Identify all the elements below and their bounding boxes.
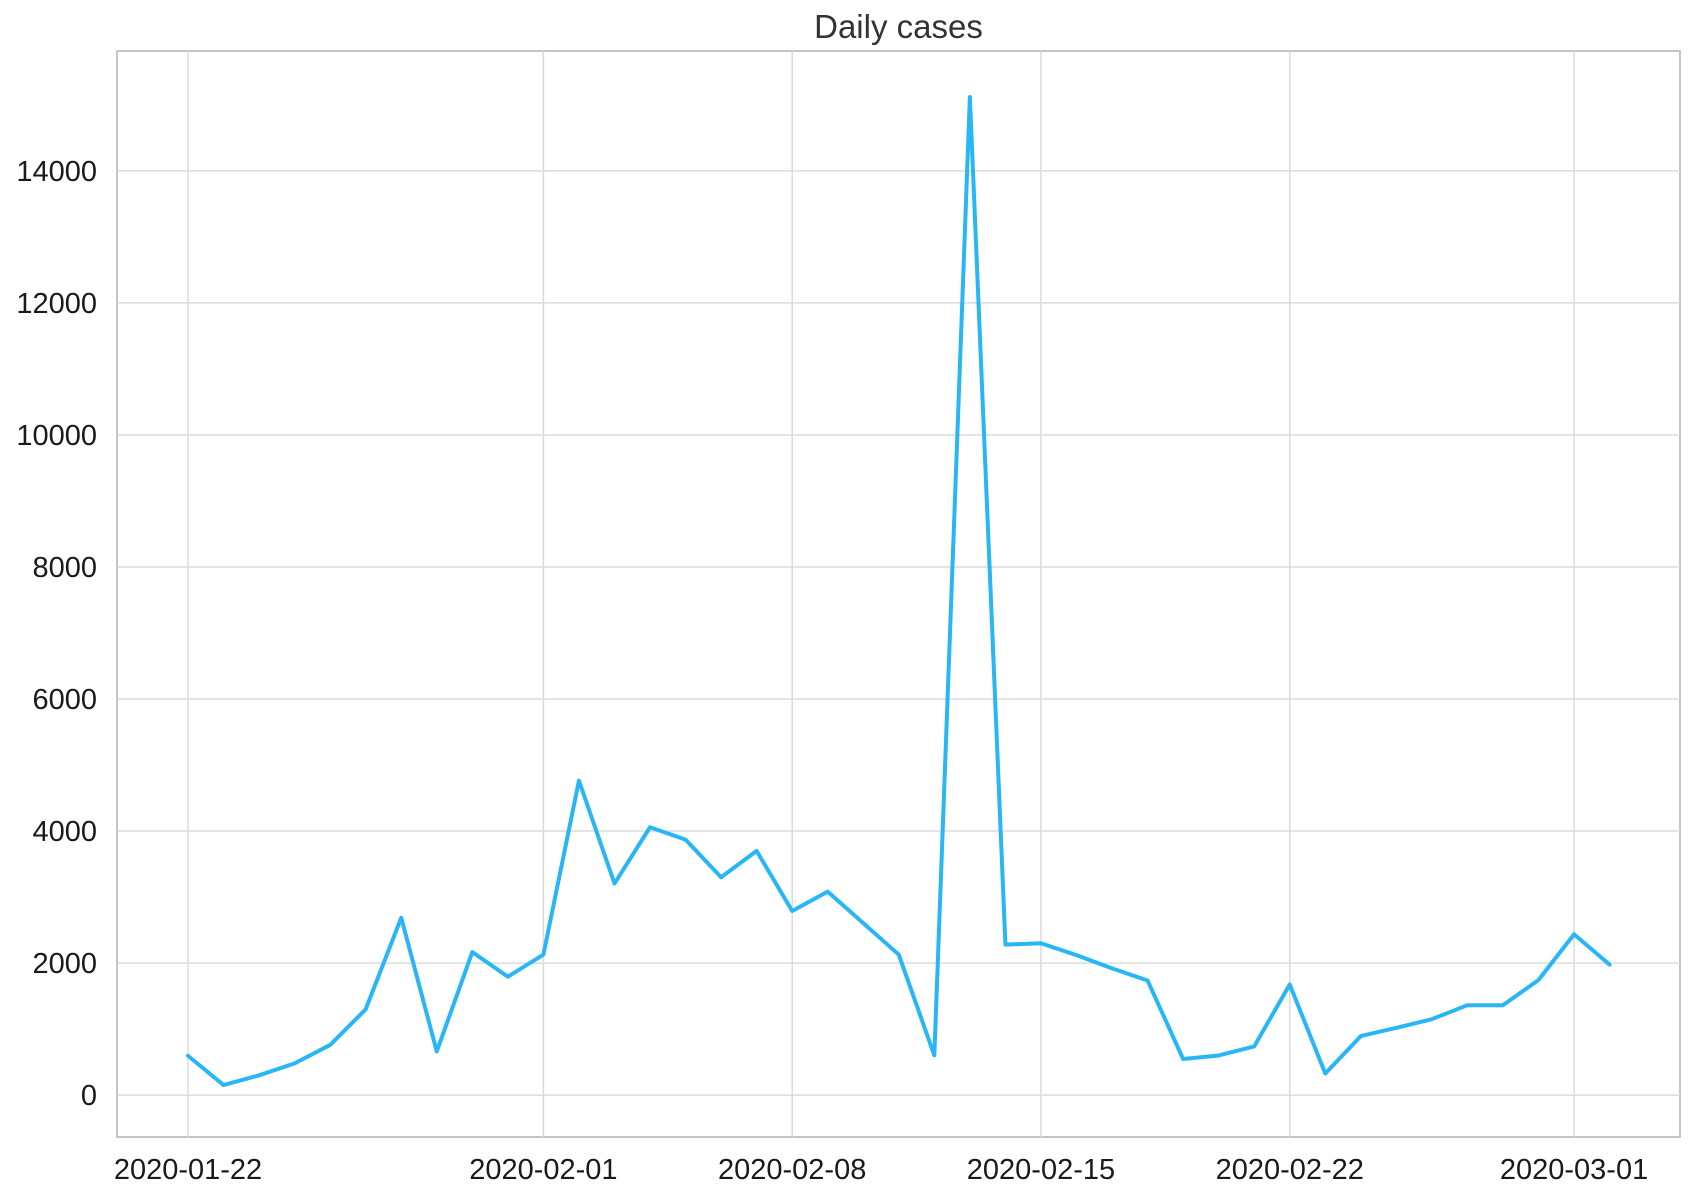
svg-text:8000: 8000	[32, 552, 97, 584]
svg-text:2000: 2000	[32, 948, 97, 980]
svg-text:0: 0	[81, 1080, 97, 1112]
svg-text:2020-02-15: 2020-02-15	[967, 1154, 1115, 1186]
svg-text:14000: 14000	[16, 156, 97, 188]
svg-text:10000: 10000	[16, 420, 97, 452]
svg-text:2020-01-22: 2020-01-22	[114, 1154, 262, 1186]
svg-text:2020-02-22: 2020-02-22	[1216, 1154, 1364, 1186]
svg-text:2020-02-01: 2020-02-01	[469, 1154, 617, 1186]
svg-text:2020-03-01: 2020-03-01	[1500, 1154, 1648, 1186]
svg-text:12000: 12000	[16, 288, 97, 320]
svg-text:4000: 4000	[32, 816, 97, 848]
svg-text:2020-02-08: 2020-02-08	[718, 1154, 866, 1186]
svg-text:6000: 6000	[32, 684, 97, 716]
